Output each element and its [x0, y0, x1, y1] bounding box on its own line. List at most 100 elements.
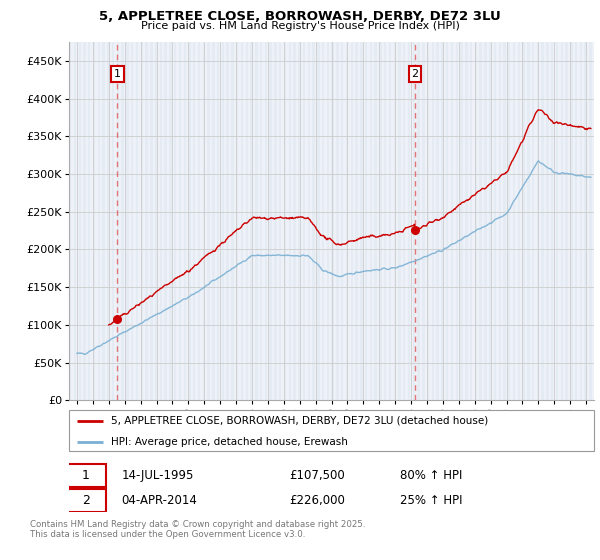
Bar	[150, 42, 152, 400]
Bar	[570, 42, 572, 400]
Bar	[432, 42, 434, 400]
Bar	[255, 42, 257, 400]
Bar	[169, 42, 172, 400]
Bar	[174, 42, 176, 400]
Text: 1: 1	[82, 469, 90, 482]
Bar	[308, 42, 310, 400]
Bar	[155, 42, 157, 400]
Bar	[560, 42, 563, 400]
Bar	[575, 42, 577, 400]
Bar	[565, 42, 568, 400]
Bar	[222, 42, 224, 400]
Bar	[546, 42, 548, 400]
Bar	[374, 42, 377, 400]
Text: 14-JUL-1995: 14-JUL-1995	[121, 469, 194, 482]
Bar	[274, 42, 277, 400]
Bar	[513, 42, 515, 400]
Bar	[589, 42, 592, 400]
Bar	[484, 42, 487, 400]
Bar	[523, 42, 525, 400]
FancyBboxPatch shape	[67, 489, 106, 512]
FancyBboxPatch shape	[67, 464, 106, 487]
Bar	[79, 42, 81, 400]
Bar	[313, 42, 315, 400]
Text: 80% ↑ HPI: 80% ↑ HPI	[400, 469, 462, 482]
Bar	[475, 42, 477, 400]
Bar	[236, 42, 238, 400]
Bar	[331, 42, 334, 400]
Bar	[451, 42, 453, 400]
Bar	[508, 42, 511, 400]
Bar	[160, 42, 162, 400]
Bar	[184, 42, 186, 400]
Bar	[188, 42, 191, 400]
Bar	[322, 42, 325, 400]
Text: 1: 1	[114, 69, 121, 80]
Bar	[489, 42, 491, 400]
Bar	[145, 42, 148, 400]
Bar	[403, 42, 406, 400]
Bar	[541, 42, 544, 400]
Bar	[98, 42, 100, 400]
Bar	[580, 42, 582, 400]
Bar	[117, 42, 119, 400]
Bar	[427, 42, 430, 400]
Text: 5, APPLETREE CLOSE, BORROWASH, DERBY, DE72 3LU (detached house): 5, APPLETREE CLOSE, BORROWASH, DERBY, DE…	[111, 416, 488, 426]
Bar	[336, 42, 338, 400]
Bar	[289, 42, 291, 400]
Bar	[293, 42, 296, 400]
Bar	[74, 42, 76, 400]
Text: 04-APR-2014: 04-APR-2014	[121, 494, 197, 507]
Bar	[413, 42, 415, 400]
Bar	[379, 42, 382, 400]
Bar	[503, 42, 506, 400]
Bar	[499, 42, 501, 400]
Bar	[241, 42, 243, 400]
Bar	[265, 42, 267, 400]
Bar	[208, 42, 210, 400]
Bar	[217, 42, 220, 400]
Bar	[69, 42, 71, 400]
Bar	[355, 42, 358, 400]
Text: 25% ↑ HPI: 25% ↑ HPI	[400, 494, 462, 507]
Bar	[179, 42, 181, 400]
Bar	[107, 42, 110, 400]
Bar	[418, 42, 420, 400]
Text: Price paid vs. HM Land Registry's House Price Index (HPI): Price paid vs. HM Land Registry's House …	[140, 21, 460, 31]
Bar	[260, 42, 262, 400]
Bar	[441, 42, 443, 400]
Bar	[436, 42, 439, 400]
Bar	[350, 42, 353, 400]
Bar	[460, 42, 463, 400]
Bar	[269, 42, 272, 400]
Bar	[365, 42, 367, 400]
Bar	[370, 42, 372, 400]
Bar	[112, 42, 115, 400]
Bar	[455, 42, 458, 400]
Bar	[446, 42, 448, 400]
Bar	[494, 42, 496, 400]
Bar	[422, 42, 425, 400]
Bar	[479, 42, 482, 400]
Bar	[298, 42, 301, 400]
Bar	[126, 42, 128, 400]
Bar	[303, 42, 305, 400]
Bar	[341, 42, 343, 400]
Text: 2: 2	[412, 69, 419, 80]
Bar	[193, 42, 196, 400]
Bar	[389, 42, 391, 400]
Bar	[465, 42, 467, 400]
Bar	[279, 42, 281, 400]
Bar	[198, 42, 200, 400]
Bar	[532, 42, 535, 400]
Bar	[327, 42, 329, 400]
Text: Contains HM Land Registry data © Crown copyright and database right 2025.
This d: Contains HM Land Registry data © Crown c…	[30, 520, 365, 539]
Bar	[527, 42, 530, 400]
Bar	[88, 42, 91, 400]
Bar	[518, 42, 520, 400]
Bar	[408, 42, 410, 400]
Bar	[556, 42, 558, 400]
Text: £107,500: £107,500	[290, 469, 345, 482]
Bar	[83, 42, 86, 400]
Bar	[136, 42, 138, 400]
